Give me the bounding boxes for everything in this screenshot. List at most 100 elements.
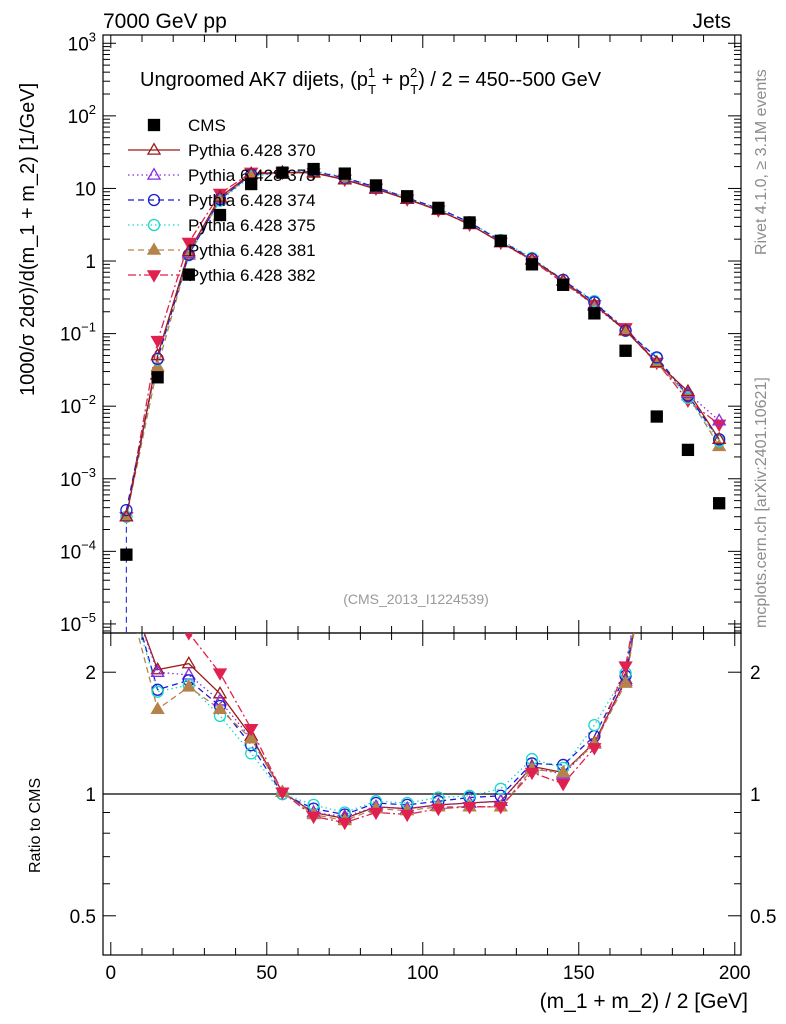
plot-title: Ungroomed AK7 dijets, (p1 T + p2 T) / 2 = … <box>140 65 602 97</box>
data-point-cms <box>557 278 570 291</box>
ratio-point-p382 <box>524 767 540 781</box>
data-point-p370 <box>150 347 165 361</box>
legend-label-p374: Pythia 6.428 374 <box>188 191 316 210</box>
y-tick-label-main: 1 <box>85 252 96 273</box>
y-tick-label-ratio: 0.5 <box>70 907 96 928</box>
data-point-cms <box>120 548 133 561</box>
x-tick-label: 200 <box>719 963 751 984</box>
data-point-cms <box>307 162 320 176</box>
ratio-point-p382 <box>431 803 446 817</box>
y-tick-label-ratio: 1 <box>85 785 96 806</box>
legend-marker-p370 <box>146 142 162 155</box>
rivet-version-label: Rivet 4.1.0, ≥ 3.1M events <box>753 69 770 255</box>
y-tick-label-ratio-right: 0.5 <box>750 907 776 928</box>
data-point-cms <box>494 234 507 247</box>
ratio-point-p375 <box>151 685 164 698</box>
data-point-p370 <box>119 509 134 522</box>
data-point-p382 <box>711 419 727 433</box>
data-point-p382 <box>150 335 165 349</box>
ratio-point-p382 <box>618 661 633 674</box>
title-suffix: ) / 2 = 450--500 GeV <box>418 69 602 91</box>
y-axis-title-main: 1000/σ 2dσ)/d(m_1 + m_2) [1/GeV] <box>17 83 39 396</box>
legend: CMS Pythia 6.428 370 Pythia 6.428 373 Pythi… <box>128 116 316 285</box>
legend-label-p381: Pythia 6.428 381 <box>188 241 316 260</box>
main-series-markers <box>119 162 727 561</box>
data-point-p370 <box>680 383 696 397</box>
data-point-p381 <box>181 247 196 261</box>
y-tick-label-ratio-right: 2 <box>750 663 761 684</box>
ratio-point-p370 <box>181 656 196 669</box>
data-point-p382 <box>181 237 196 251</box>
data-point-cms <box>713 497 726 510</box>
ratio-point-p382 <box>400 809 415 823</box>
data-point-p370 <box>649 354 664 368</box>
data-point-cms <box>681 443 695 457</box>
ratio-point-p375 <box>494 782 507 795</box>
y-tick-label-main: 103 <box>68 29 96 55</box>
y-axis-title-ratio: Ratio to CMS <box>27 778 44 873</box>
title-sup1: 1 <box>368 65 375 80</box>
y-tick-label-ratio: 2 <box>85 663 96 684</box>
data-point-p373 <box>181 245 196 259</box>
legend-marker-p373 <box>146 167 162 180</box>
x-tick-label: 150 <box>563 963 595 984</box>
data-point-p370 <box>181 243 196 257</box>
title-mid: + p <box>376 69 410 91</box>
y-tick-label-ratio-right: 1 <box>750 785 761 806</box>
mcplots-reference-label: mcplots.cern.ch [arXiv:2401.10621] <box>753 377 770 628</box>
header-energy-label: 7000 GeV pp <box>103 10 227 33</box>
ratio-point-p382 <box>555 778 571 792</box>
data-point-p373 <box>711 413 727 426</box>
y-tick-label-main: 102 <box>68 102 96 128</box>
analysis-watermark: (CMS_2013_I1224539) <box>343 591 489 607</box>
data-point-cms <box>432 201 445 215</box>
data-point-p374 <box>650 351 663 364</box>
ratio-point-p381 <box>555 764 571 778</box>
data-point-cms <box>619 344 632 357</box>
ratio-line-p382 <box>185 633 633 824</box>
title-sub2: T <box>410 82 418 97</box>
ratio-point-p370 <box>212 686 228 699</box>
ratio-point-p381 <box>150 701 165 715</box>
legend-label-p382: Pythia 6.428 382 <box>188 266 316 285</box>
ratio-point-p382 <box>462 801 477 815</box>
data-point-p373 <box>680 385 696 399</box>
ratio-point-p382 <box>368 807 384 821</box>
title-sub1: T <box>368 82 376 97</box>
ratio-series-markers <box>150 633 633 831</box>
legend-marker-p375 <box>147 218 161 232</box>
ratio-point-p370 <box>150 661 165 675</box>
axes-group: 0 50 100 150 20010−510−410−310−210−111010210… <box>60 29 776 984</box>
data-point-cms <box>213 208 227 222</box>
data-point-p370 <box>711 431 727 445</box>
data-point-cms <box>525 258 539 271</box>
ratio-point-p382 <box>184 633 194 641</box>
ratio-point-p382 <box>275 787 290 800</box>
data-point-cms <box>650 410 663 423</box>
y-tick-label-main: 10−1 <box>60 320 96 346</box>
data-point-p370 <box>618 322 633 336</box>
legend-marker-p382 <box>146 270 162 283</box>
data-point-cms <box>276 166 289 179</box>
data-point-cms <box>588 307 601 320</box>
series-line-p374 <box>125 170 720 511</box>
legend-marker-p374 <box>147 193 161 207</box>
header-process-label: Jets <box>692 10 731 33</box>
y-tick-label-main: 10−3 <box>60 465 96 491</box>
data-point-cms <box>369 179 383 192</box>
data-point-cms <box>245 177 258 191</box>
ratio-point-p382 <box>244 723 259 737</box>
data-point-cms <box>463 216 476 229</box>
x-tick-label: 0 <box>106 963 117 984</box>
data-point-cms <box>182 268 195 281</box>
data-point-p374 <box>120 503 133 517</box>
y-tick-label-main: 10−2 <box>60 392 96 418</box>
ratio-point-p382 <box>212 668 228 681</box>
legend-marker-p381 <box>146 242 162 255</box>
data-point-p370 <box>244 165 259 179</box>
data-point-cms <box>151 371 164 384</box>
y-tick-label-main: 10 <box>75 179 96 200</box>
ratio-point-p381 <box>212 701 228 715</box>
legend-label-p375: Pythia 6.428 375 <box>188 216 316 235</box>
